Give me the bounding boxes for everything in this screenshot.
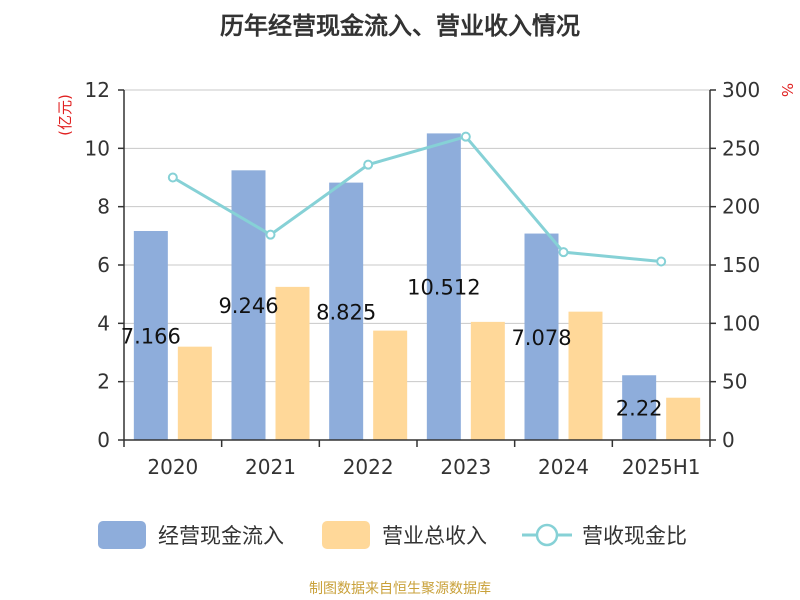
x-tick-label: 2021 (245, 455, 296, 479)
point-营收现金比-2025H1 (656, 256, 667, 267)
chart-title: 历年经营现金流入、营业收入情况 (220, 12, 580, 40)
point-营收现金比-2021 (265, 229, 276, 240)
x-tick-label: 2025H1 (622, 455, 701, 479)
point-营收现金比-2024 (558, 247, 569, 258)
right-tick-label: 300 (722, 78, 760, 102)
left-tick-label: 12 (85, 78, 110, 102)
right-tick-label: 100 (722, 311, 760, 335)
left-tick-label: 10 (85, 136, 110, 160)
left-tick-label: 4 (97, 311, 110, 335)
legend-label-经营现金流入: 经营现金流入 (158, 524, 284, 548)
data-label-2025H1: 2.22 (616, 397, 663, 421)
data-label-2022: 8.825 (316, 300, 376, 324)
left-axis-unit: (亿元) (56, 94, 74, 136)
bar-经营现金流入-2024 (524, 233, 559, 440)
axes: 0 2 4 6 8 10 12 0 50 100 150 200 250 300 2020 2021 2022 2… (56, 78, 796, 479)
legend-swatch-营业总收入 (322, 521, 370, 549)
right-tick-label: 0 (722, 428, 735, 452)
data-label-2023: 10.512 (407, 276, 480, 300)
left-tick-label: 6 (97, 253, 110, 277)
x-tick-label: 2020 (147, 455, 198, 479)
point-营收现金比-2023 (460, 131, 471, 142)
data-label-2020: 7.166 (121, 324, 181, 348)
bar-营业总收入-2022 (373, 330, 408, 440)
right-tick-label: 200 (722, 195, 760, 219)
bar-营业总收入-2025H1 (666, 397, 701, 440)
legend-swatch-经营现金流入 (98, 521, 146, 549)
data-label-2024: 7.078 (511, 326, 571, 350)
gridlines (124, 89, 710, 383)
right-tick-label: 50 (722, 370, 747, 394)
source-note: 制图数据来自恒生聚源数据库 (309, 581, 491, 597)
bar-经营现金流入-2023 (426, 133, 461, 440)
legend: 经营现金流入 营业总收入 营收现金比 (98, 521, 687, 549)
bar-营业总收入-2024 (568, 311, 603, 440)
x-tick-label: 2024 (538, 455, 589, 479)
left-tick-label: 0 (97, 428, 110, 452)
legend-label-营收现金比: 营收现金比 (582, 524, 687, 548)
point-营收现金比-2022 (363, 159, 374, 170)
x-tick-label: 2023 (440, 455, 491, 479)
line-series (167, 131, 667, 267)
legend-label-营业总收入: 营业总收入 (382, 524, 487, 548)
bar-经营现金流入-2020 (133, 230, 168, 440)
bar-营业总收入-2021 (275, 286, 310, 440)
x-tick-label: 2022 (343, 455, 394, 479)
line-营收现金比 (172, 134, 662, 263)
bar-经营现金流入-2025H1 (622, 375, 657, 440)
bar-营业总收入-2020 (177, 346, 212, 440)
right-tick-label: 250 (722, 136, 760, 160)
bar-经营现金流入-2022 (329, 182, 364, 440)
left-tick-label: 2 (97, 370, 110, 394)
bar-series (133, 133, 701, 440)
right-tick-label: 150 (722, 253, 760, 277)
bar-营业总收入-2023 (470, 321, 505, 440)
right-axis-unit: % (778, 83, 796, 97)
left-tick-label: 8 (97, 195, 110, 219)
data-labels: 7.166 9.246 8.825 10.512 7.078 2.22 (121, 276, 663, 421)
point-营收现金比-2020 (167, 172, 178, 183)
legend-marker-营收现金比 (535, 523, 559, 547)
data-label-2021: 9.246 (218, 294, 278, 318)
